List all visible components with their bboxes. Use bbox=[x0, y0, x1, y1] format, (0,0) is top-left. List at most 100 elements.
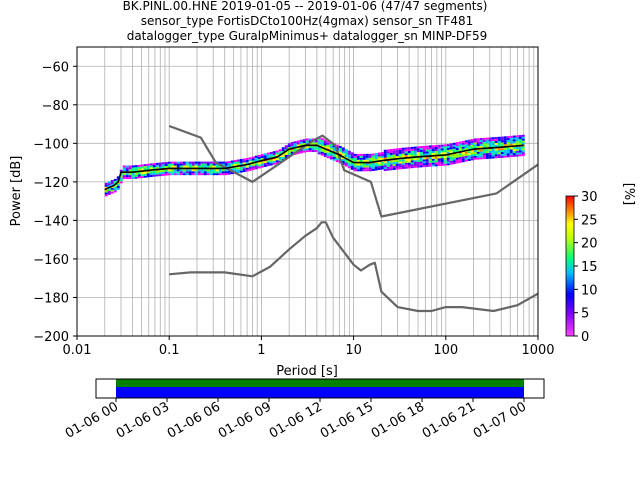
heatmap-cell bbox=[512, 143, 516, 146]
heatmap-cell bbox=[434, 148, 438, 151]
heatmap-cell bbox=[416, 154, 420, 157]
heatmap-cell bbox=[446, 151, 450, 154]
heatmap-cell bbox=[323, 143, 327, 146]
heatmap-cell bbox=[164, 165, 168, 168]
heatmap-cell bbox=[104, 186, 108, 189]
heatmap-cell bbox=[278, 149, 282, 152]
heatmap-cell bbox=[281, 147, 285, 150]
heatmap-cell bbox=[359, 169, 363, 172]
heatmap-cell bbox=[359, 167, 363, 170]
heatmap-cell bbox=[257, 156, 261, 159]
heatmap-cell bbox=[407, 152, 411, 155]
heatmap-cell bbox=[200, 171, 204, 174]
heatmap-cell bbox=[143, 166, 147, 169]
heatmap-cell bbox=[365, 169, 369, 172]
heatmap-cell bbox=[464, 159, 468, 162]
heatmap-cell bbox=[506, 155, 510, 158]
heatmap-cell bbox=[302, 148, 306, 151]
heatmap-cell bbox=[341, 160, 345, 163]
heatmap-cell bbox=[179, 165, 183, 168]
heatmap-cell bbox=[170, 163, 174, 166]
heatmap-cell bbox=[404, 164, 408, 167]
heatmap-cell bbox=[284, 154, 288, 157]
heatmap-cell bbox=[128, 177, 132, 180]
heatmap-cell bbox=[437, 146, 441, 149]
psd-heatmap bbox=[104, 134, 525, 197]
heatmap-cell bbox=[197, 163, 201, 166]
heatmap-cell bbox=[167, 161, 171, 164]
y-tick-label: −180 bbox=[33, 291, 69, 306]
heatmap-cell bbox=[434, 158, 438, 161]
heatmap-cell bbox=[386, 155, 390, 158]
heatmap-cell bbox=[497, 152, 501, 155]
title-line-1: BK.PINL.00.HNE 2019-01-05 -- 2019-01-06 … bbox=[123, 0, 488, 13]
heatmap-cell bbox=[521, 150, 525, 153]
heatmap-cell bbox=[422, 153, 426, 156]
heatmap-cell bbox=[344, 162, 348, 165]
heatmap-cell bbox=[272, 153, 276, 156]
heatmap-cell bbox=[260, 155, 264, 158]
heatmap-cell bbox=[464, 153, 468, 156]
heatmap-cell bbox=[296, 142, 300, 145]
heatmap-cell bbox=[461, 142, 465, 145]
heatmap-cell bbox=[497, 148, 501, 151]
heatmap-cell bbox=[503, 140, 507, 143]
heatmap-cell bbox=[431, 152, 435, 155]
heatmap-cell bbox=[479, 155, 483, 158]
heatmap-cell bbox=[482, 155, 486, 158]
heatmap-cell bbox=[422, 165, 426, 168]
heatmap-cell bbox=[410, 162, 414, 165]
heatmap-cell bbox=[143, 175, 147, 178]
heatmap-cell bbox=[236, 161, 240, 164]
heatmap-cell bbox=[365, 155, 369, 158]
heatmap-cell bbox=[188, 161, 192, 164]
heatmap-cell bbox=[494, 138, 498, 141]
heatmap-cell bbox=[287, 143, 291, 146]
heatmap-cell bbox=[401, 161, 405, 164]
heatmap-cell bbox=[431, 149, 435, 152]
heatmap-cell bbox=[392, 164, 396, 167]
heatmap-cell bbox=[497, 156, 501, 159]
heatmap-cell bbox=[464, 148, 468, 151]
heatmap-cell bbox=[410, 152, 414, 155]
heatmap-cell bbox=[452, 146, 456, 149]
heatmap-cell bbox=[350, 154, 354, 157]
heatmap-cell bbox=[317, 152, 321, 155]
heatmap-cell bbox=[329, 144, 333, 147]
heatmap-cell bbox=[176, 169, 180, 172]
heatmap-cell bbox=[263, 164, 267, 167]
heatmap-cell bbox=[122, 175, 126, 178]
y-tick-label: −120 bbox=[33, 176, 69, 191]
heatmap-cell bbox=[299, 141, 303, 144]
heatmap-cell bbox=[500, 140, 504, 143]
heatmap-cell bbox=[125, 175, 129, 178]
heatmap-cell bbox=[482, 137, 486, 140]
title-line-2: sensor_type FortisDCto100Hz(4gmax) senso… bbox=[141, 14, 473, 28]
heatmap-cell bbox=[146, 167, 150, 170]
heatmap-cell bbox=[518, 136, 522, 139]
heatmap-cell bbox=[473, 140, 477, 143]
heatmap-cell bbox=[467, 141, 471, 144]
heatmap-cell bbox=[221, 171, 225, 174]
heatmap-cell bbox=[236, 159, 240, 162]
heatmap-cell bbox=[419, 157, 423, 160]
heatmap-cell bbox=[326, 156, 330, 159]
heatmap-cell bbox=[233, 169, 237, 172]
heatmap-cell bbox=[434, 152, 438, 155]
heatmap-cell bbox=[479, 143, 483, 146]
heatmap-cell bbox=[152, 167, 156, 170]
heatmap-cell bbox=[410, 166, 414, 169]
heatmap-cell bbox=[512, 154, 516, 157]
heatmap-cell bbox=[257, 162, 261, 165]
heatmap-cell bbox=[437, 162, 441, 165]
heatmap-cell bbox=[173, 171, 177, 174]
heatmap-cell bbox=[383, 151, 387, 154]
heatmap-cell bbox=[452, 154, 456, 157]
heatmap-cell bbox=[350, 152, 354, 155]
heatmap-cell bbox=[479, 138, 483, 141]
heatmap-cell bbox=[506, 141, 510, 144]
heatmap-cell bbox=[509, 147, 513, 150]
heatmap-cell bbox=[149, 165, 153, 168]
heatmap-cell bbox=[473, 153, 477, 156]
heatmap-cell bbox=[407, 147, 411, 150]
